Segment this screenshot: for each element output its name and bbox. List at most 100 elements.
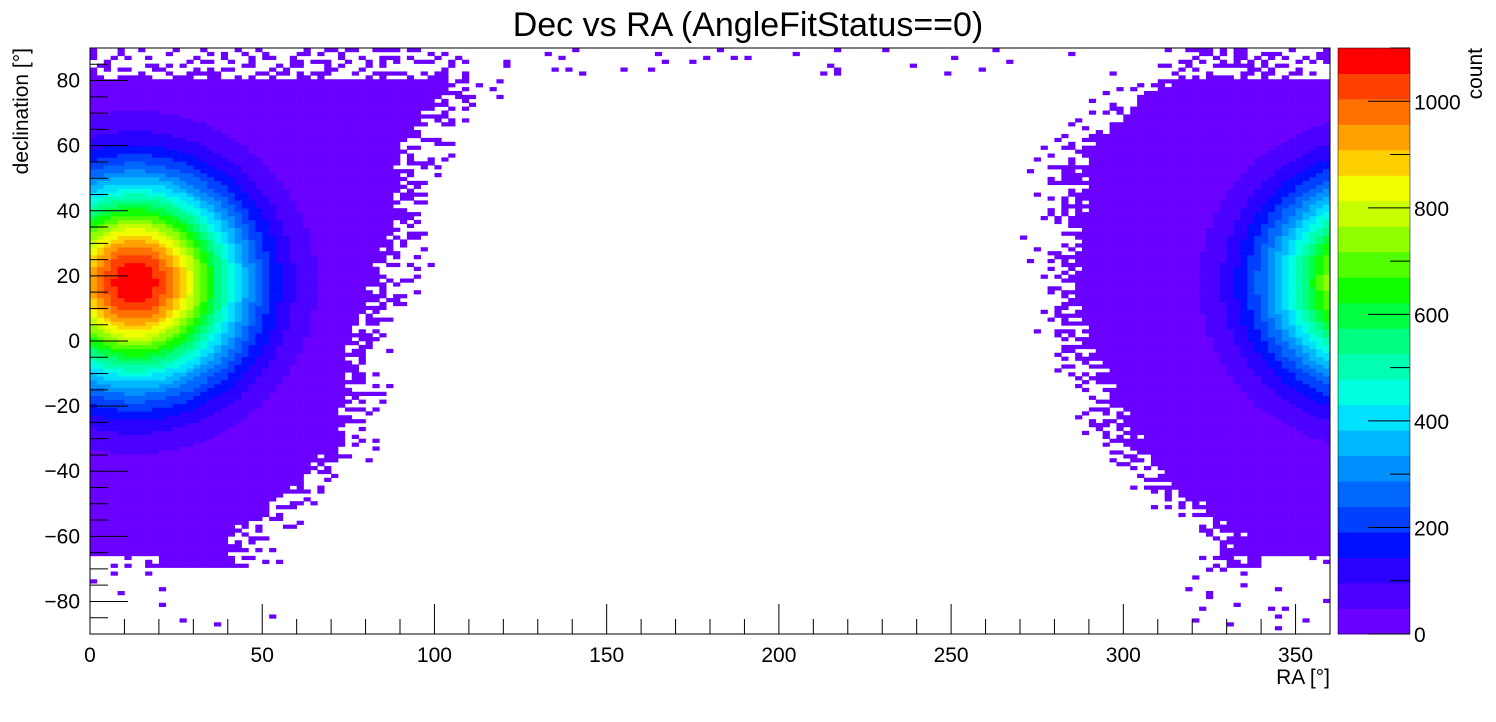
heatmap-bin — [303, 282, 311, 287]
heatmap-bin — [1144, 477, 1152, 482]
heatmap-bin — [269, 301, 277, 307]
heatmap-bin — [1199, 301, 1207, 307]
heatmap-bin — [124, 376, 132, 381]
heatmap-bin — [1178, 450, 1186, 455]
heatmap-bin — [96, 551, 105, 557]
heatmap-bin — [1178, 395, 1186, 400]
heatmap-bin — [1116, 434, 1124, 439]
heatmap-bin — [214, 434, 222, 439]
heatmap-bin — [1185, 442, 1193, 447]
heatmap-bin — [124, 544, 132, 549]
heatmap-bin — [90, 536, 98, 541]
heatmap-bin — [289, 419, 297, 424]
heatmap-bin — [124, 282, 132, 287]
heatmap-bin — [248, 466, 256, 471]
heatmap-bin — [1123, 309, 1131, 314]
heatmap-bin — [351, 341, 359, 346]
heatmap-bin — [1219, 426, 1227, 432]
heatmap-bin — [324, 298, 332, 303]
heatmap-bin — [1254, 430, 1262, 436]
heatmap-bin — [1274, 383, 1283, 389]
heatmap-bin — [165, 430, 173, 436]
heatmap-bin — [1144, 407, 1152, 412]
heatmap-bin — [1088, 364, 1097, 369]
heatmap-bin — [282, 473, 291, 479]
heatmap-bin — [1185, 282, 1193, 287]
heatmap-bin — [1247, 415, 1255, 420]
heatmap-bin — [351, 442, 359, 447]
heatmap-bin — [96, 544, 105, 549]
heatmap-bin — [1281, 532, 1289, 537]
heatmap-bin — [1185, 387, 1193, 393]
heatmap-bin — [1295, 368, 1303, 373]
heatmap-bin — [1206, 298, 1214, 303]
heatmap-bin — [1302, 466, 1310, 471]
heatmap-bin — [1199, 294, 1207, 299]
heatmap-bin — [1171, 341, 1179, 346]
heatmap-bin — [200, 485, 208, 490]
heatmap-bin — [1295, 520, 1303, 525]
heatmap-bin — [1316, 454, 1324, 459]
heatmap-bin — [1302, 540, 1310, 545]
heatmap-bin — [1082, 387, 1090, 393]
heatmap-bin — [1130, 337, 1138, 342]
heatmap-bin — [338, 294, 346, 299]
heatmap-bin — [255, 469, 263, 475]
heatmap-bin — [193, 395, 201, 400]
heatmap-bin — [1309, 508, 1317, 514]
heatmap-bin — [255, 442, 263, 447]
heatmap-bin — [282, 469, 291, 475]
heatmap-bin — [303, 298, 311, 303]
heatmap-bin — [1164, 317, 1172, 322]
heatmap-bin — [165, 528, 173, 533]
heatmap-bin — [110, 360, 118, 365]
heatmap-bin — [200, 372, 208, 377]
heatmap-bin — [90, 282, 98, 287]
heatmap-bin — [90, 391, 98, 396]
heatmap-bin — [1274, 528, 1283, 533]
heatmap-bin — [1240, 505, 1248, 510]
heatmap-bin — [172, 415, 180, 420]
heatmap-bin — [193, 298, 201, 303]
heatmap-bin — [172, 520, 180, 525]
heatmap-bin — [179, 313, 187, 318]
heatmap-bin — [1288, 391, 1296, 396]
heatmap-bin — [200, 387, 208, 393]
heatmap-bin — [248, 387, 256, 393]
heatmap-bin — [1206, 469, 1214, 475]
heatmap-bin — [138, 372, 146, 377]
heatmap-bin — [1171, 380, 1179, 385]
heatmap-bin — [1240, 497, 1248, 502]
heatmap-bin — [214, 423, 222, 428]
heatmap-bin — [1233, 266, 1241, 271]
heatmap-bin — [138, 508, 146, 514]
heatmap-bin — [103, 454, 111, 459]
heatmap-bin — [344, 415, 353, 420]
heatmap-bin — [324, 477, 332, 482]
heatmap-bin — [1068, 333, 1076, 338]
heatmap-bin — [172, 274, 180, 279]
heatmap-bin — [117, 454, 125, 459]
heatmap-bin — [324, 301, 332, 307]
heatmap-bin — [1199, 387, 1207, 393]
heatmap-bin — [1150, 266, 1159, 271]
heatmap-bin — [200, 438, 208, 443]
heatmap-bin — [110, 548, 118, 553]
heatmap-bin — [90, 446, 98, 451]
heatmap-bin — [1219, 376, 1227, 381]
heatmap-bin — [1302, 274, 1310, 279]
heatmap-bin — [1281, 411, 1289, 416]
heatmap-bin — [110, 485, 118, 490]
heatmap-bin — [227, 528, 235, 533]
heatmap-bin — [96, 450, 105, 455]
heatmap-bin — [145, 454, 153, 459]
heatmap-bin — [193, 376, 201, 381]
heatmap-bin — [96, 505, 105, 510]
heatmap-bin — [220, 505, 229, 510]
heatmap-bin — [220, 309, 229, 314]
heatmap-bin — [152, 341, 160, 346]
heatmap-bin — [1157, 274, 1165, 279]
heatmap-bin — [110, 395, 118, 400]
heatmap-bin — [179, 391, 187, 396]
heatmap-bin — [1274, 548, 1283, 553]
